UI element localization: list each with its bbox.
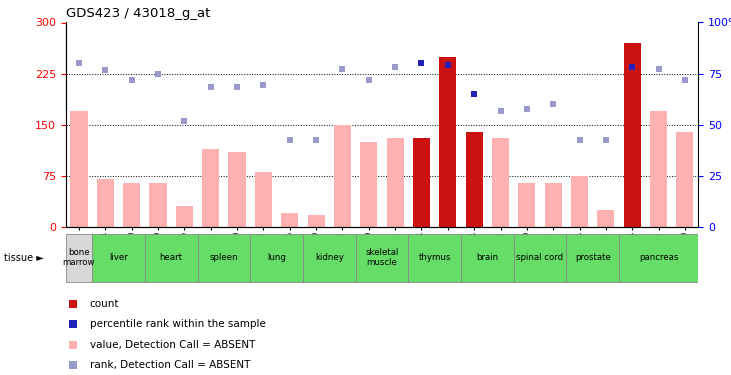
Bar	[439, 57, 456, 227]
Bar	[492, 138, 509, 227]
Text: percentile rank within the sample: percentile rank within the sample	[90, 319, 265, 329]
Bar	[123, 183, 140, 227]
Text: bone
marrow: bone marrow	[63, 249, 95, 267]
Text: rank, Detection Call = ABSENT: rank, Detection Call = ABSENT	[90, 360, 250, 370]
Bar	[514, 234, 567, 282]
Bar	[197, 234, 250, 282]
Bar	[92, 234, 145, 282]
Text: value, Detection Call = ABSENT: value, Detection Call = ABSENT	[90, 340, 255, 350]
Text: GDS423 / 43018_g_at: GDS423 / 43018_g_at	[66, 7, 211, 20]
Bar	[571, 176, 588, 227]
Bar	[96, 179, 114, 227]
Bar	[145, 234, 197, 282]
Bar	[355, 234, 409, 282]
Bar	[303, 234, 355, 282]
Bar	[413, 138, 430, 227]
Bar	[466, 132, 482, 227]
Text: spinal cord: spinal cord	[517, 254, 564, 262]
Text: thymus: thymus	[418, 254, 451, 262]
Bar	[545, 183, 561, 227]
Bar	[70, 111, 88, 227]
Bar	[66, 234, 92, 282]
Bar	[650, 111, 667, 227]
Bar	[334, 124, 351, 227]
Bar	[175, 206, 193, 227]
Bar	[461, 234, 514, 282]
Text: liver: liver	[109, 254, 128, 262]
Bar	[255, 172, 272, 227]
Text: brain: brain	[477, 254, 499, 262]
Bar	[567, 234, 619, 282]
Bar	[409, 234, 461, 282]
Bar	[149, 183, 167, 227]
Bar	[360, 142, 377, 227]
Text: tissue ►: tissue ►	[4, 253, 43, 263]
Text: skeletal
muscle: skeletal muscle	[366, 249, 398, 267]
Text: count: count	[90, 298, 119, 309]
Bar	[676, 132, 694, 227]
Bar	[619, 234, 698, 282]
Text: kidney: kidney	[315, 254, 344, 262]
Text: lung: lung	[267, 254, 286, 262]
Bar	[308, 214, 325, 227]
Text: spleen: spleen	[210, 254, 238, 262]
Bar	[250, 234, 303, 282]
Bar	[281, 213, 298, 227]
Text: prostate: prostate	[575, 254, 610, 262]
Text: heart: heart	[159, 254, 183, 262]
Bar	[624, 43, 641, 227]
Text: pancreas: pancreas	[639, 254, 678, 262]
Bar	[597, 210, 615, 227]
Bar	[229, 152, 246, 227]
Bar	[518, 183, 535, 227]
Bar	[387, 138, 404, 227]
Bar	[202, 148, 219, 227]
